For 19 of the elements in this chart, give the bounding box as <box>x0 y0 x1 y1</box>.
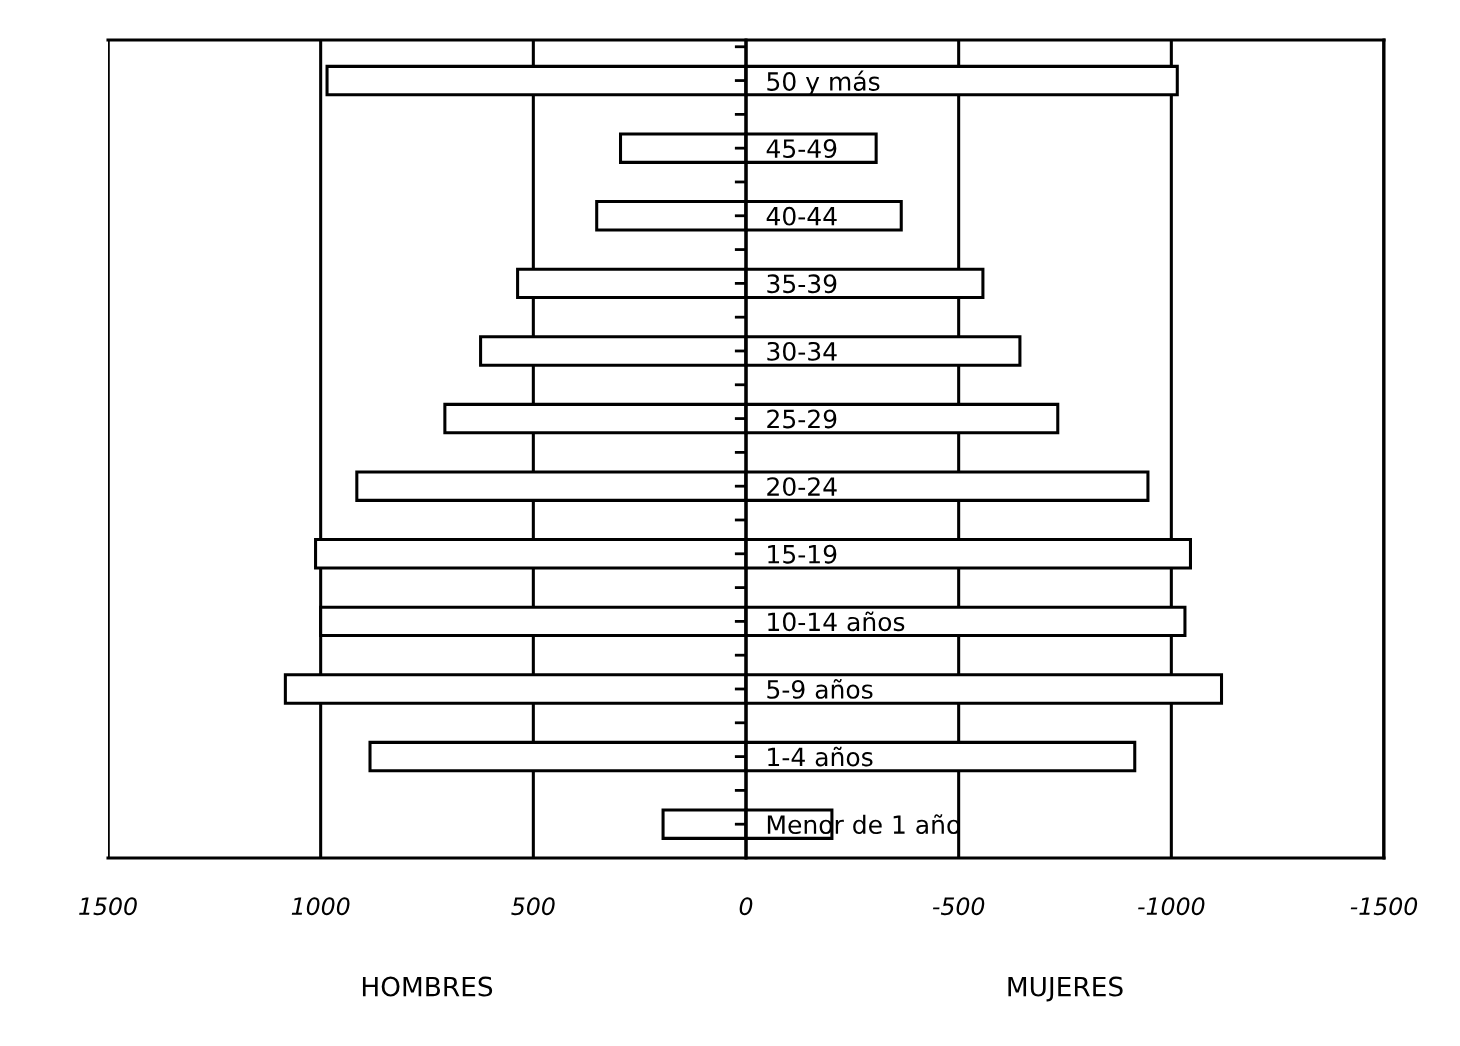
y-tick-label: 35-39 <box>767 274 837 294</box>
y-tick-label: 25-29 <box>767 409 837 429</box>
x-tick-label: -1000 <box>1138 897 1205 916</box>
x-tick-label: 1000 <box>291 897 350 916</box>
y-tick-label: 1-4 años <box>768 746 873 767</box>
x-tick-label: 0 <box>739 897 753 916</box>
y-tick-label: 30-34 <box>767 341 837 361</box>
x-tick-label: -1500 <box>1350 897 1418 916</box>
text: MUJERES <box>1008 976 1123 1002</box>
y-tick-label: 10-14 años <box>768 611 905 632</box>
y-tick-label: 20-24 <box>767 477 837 497</box>
y-tick-label: 45-49 <box>766 139 837 159</box>
x-tick-label: 500 <box>511 897 555 916</box>
text: HOMBRES <box>362 976 493 997</box>
y-tick-label: 40-44 <box>766 206 837 226</box>
x-tick-label: -500 <box>932 897 985 916</box>
y-tick-label: 5-9 años <box>767 679 873 699</box>
y-tick-label: 15-19 <box>768 544 837 564</box>
x-tick-label: 1500 <box>79 897 137 916</box>
